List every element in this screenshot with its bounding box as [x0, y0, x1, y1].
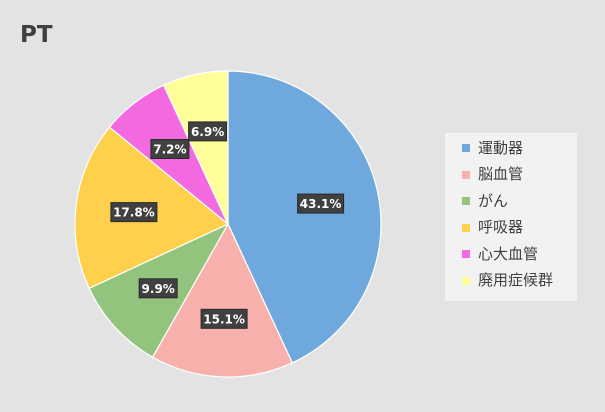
- data-label-text: 43.1%: [300, 197, 342, 211]
- legend: 運動器脳血管がん呼吸器心大血管廃用症候群: [445, 133, 577, 301]
- data-label-box: [138, 278, 178, 299]
- legend-label: 呼吸器: [478, 218, 524, 236]
- data-label-text: 9.9%: [142, 282, 175, 296]
- pie-slice: [227, 70, 382, 364]
- data-label-box: [297, 193, 345, 214]
- legend-swatch: [462, 170, 470, 179]
- data-label: 6.9%: [188, 121, 228, 142]
- legend-label: 心大血管: [478, 244, 539, 263]
- legend-item: 運動器: [445, 138, 523, 158]
- data-label-text: 7.2%: [153, 143, 186, 157]
- chart-title: PT: [20, 22, 53, 48]
- legend-item: 廃用症候群: [445, 271, 553, 291]
- pie-slice: [151, 222, 294, 378]
- legend-swatch: [462, 223, 470, 232]
- legend-label: 脳血管: [478, 165, 524, 183]
- legend-label: 廃用症候群: [478, 271, 554, 289]
- data-label: 15.1%: [200, 308, 248, 329]
- legend-label: がん: [478, 191, 509, 210]
- data-label: 9.9%: [138, 278, 178, 299]
- legend-item: 心大血管: [445, 244, 538, 264]
- legend-swatch: [462, 250, 470, 258]
- data-label-text: 17.8%: [113, 206, 155, 220]
- data-label-box: [188, 121, 228, 142]
- data-label: 7.2%: [150, 139, 190, 159]
- legend-label: 運動器: [478, 138, 524, 157]
- data-label-box: [150, 139, 190, 159]
- data-label: 43.1%: [297, 193, 345, 214]
- data-label-text: 6.9%: [191, 125, 224, 139]
- data-label-box: [200, 308, 248, 329]
- pie-slices: [74, 70, 382, 378]
- data-label-box: [110, 202, 158, 223]
- legend-swatch: [462, 197, 470, 205]
- legend-swatch: [462, 276, 470, 285]
- pie-slice: [162, 70, 229, 225]
- legend-item: 呼吸器: [445, 218, 523, 238]
- legend-swatch: [462, 144, 470, 152]
- legend-item: がん: [445, 191, 508, 211]
- pie-data-labels: 43.1% 15.1% 9.9% 17.8% 7.2% 6.9%: [110, 121, 345, 329]
- legend-item: 脳血管: [445, 165, 523, 185]
- data-label: 17.8%: [110, 202, 158, 223]
- data-label-text: 15.1%: [203, 312, 245, 326]
